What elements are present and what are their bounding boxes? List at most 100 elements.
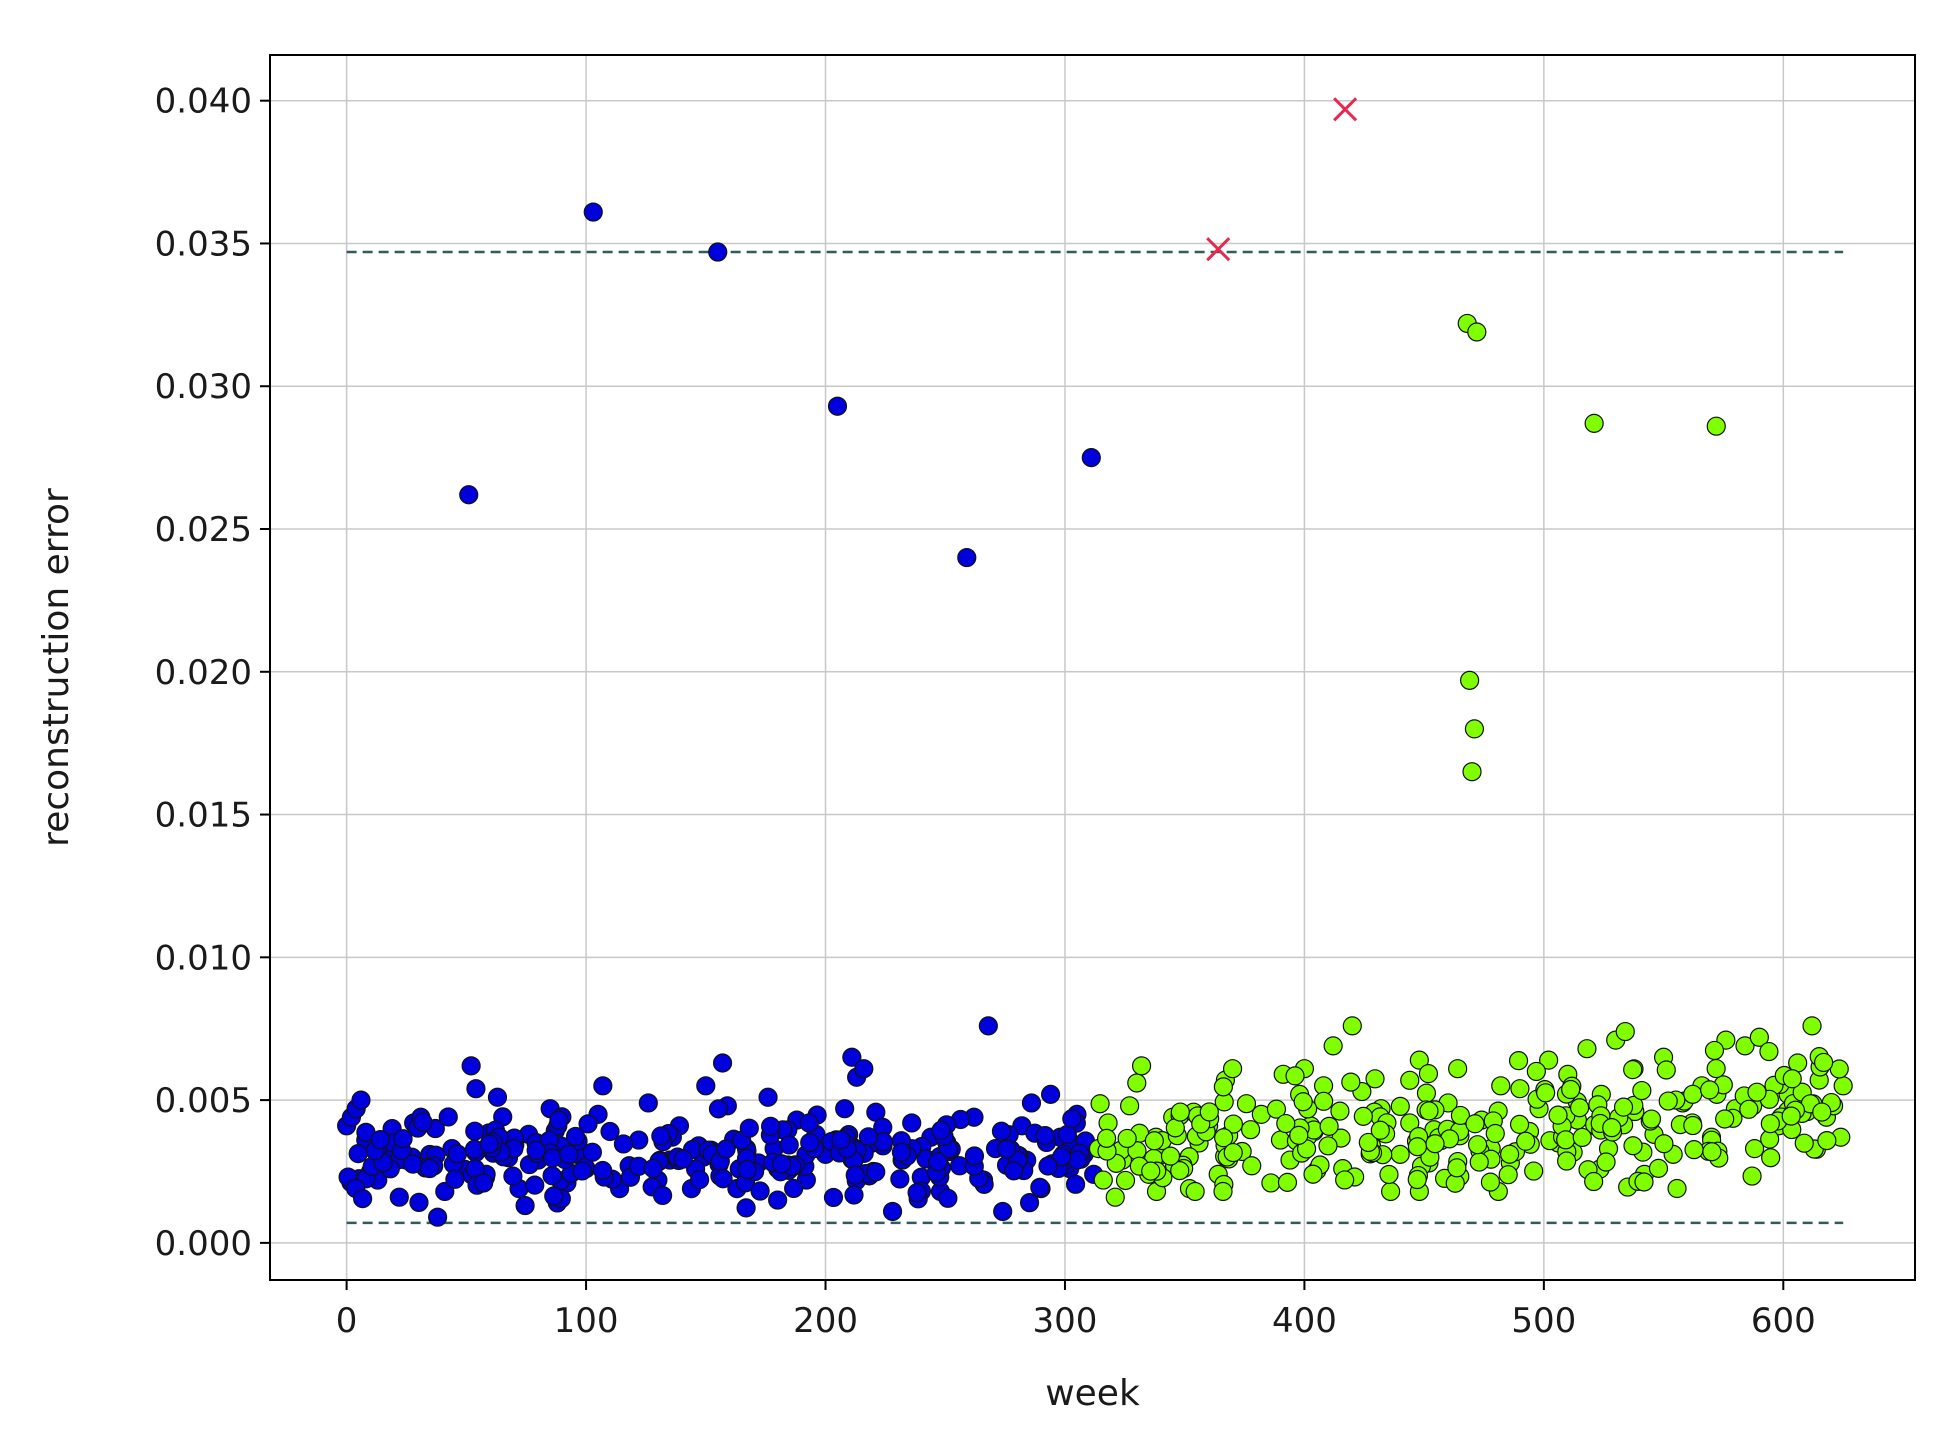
data-point bbox=[772, 1154, 792, 1174]
y-tick-label: 0.015 bbox=[155, 796, 252, 836]
data-point bbox=[1623, 1136, 1643, 1156]
data-point bbox=[1744, 1139, 1765, 1159]
data-point bbox=[827, 396, 848, 416]
data-point bbox=[1131, 1056, 1152, 1076]
data-point bbox=[1370, 1120, 1390, 1140]
data-point bbox=[1409, 1050, 1429, 1070]
data-point bbox=[1062, 1109, 1082, 1129]
data-point bbox=[1407, 1169, 1427, 1190]
data-point bbox=[1557, 1151, 1577, 1171]
data-point bbox=[1700, 1080, 1720, 1100]
data-point bbox=[348, 1144, 368, 1164]
data-point bbox=[1656, 1060, 1676, 1080]
data-point bbox=[582, 1142, 602, 1162]
data-point bbox=[1353, 1106, 1373, 1126]
data-point bbox=[1222, 1059, 1243, 1079]
data-point bbox=[613, 1134, 634, 1154]
data-point bbox=[1509, 1114, 1530, 1134]
data-point bbox=[461, 1056, 481, 1076]
data-point bbox=[890, 1169, 910, 1189]
data-point bbox=[1812, 1102, 1832, 1122]
data-point bbox=[1749, 1027, 1769, 1047]
data-point bbox=[578, 1114, 598, 1134]
data-point bbox=[1040, 1084, 1061, 1104]
data-point bbox=[1706, 1058, 1726, 1079]
data-point bbox=[1536, 1083, 1556, 1103]
data-point bbox=[1450, 1105, 1471, 1126]
data-point bbox=[866, 1162, 886, 1182]
data-point bbox=[1199, 1102, 1219, 1122]
data-point bbox=[997, 1139, 1017, 1159]
data-point bbox=[1277, 1172, 1298, 1192]
y-tick-label: 0.025 bbox=[155, 510, 252, 550]
data-point bbox=[1038, 1156, 1058, 1176]
data-point bbox=[638, 1093, 658, 1113]
data-point bbox=[1390, 1144, 1410, 1164]
data-point bbox=[784, 1178, 804, 1199]
data-point bbox=[565, 1126, 586, 1147]
data-point bbox=[1761, 1148, 1781, 1168]
data-point bbox=[1342, 1016, 1362, 1036]
data-point bbox=[1019, 1193, 1040, 1213]
x-tick-label: 100 bbox=[554, 1301, 619, 1341]
data-point bbox=[931, 1120, 951, 1140]
data-point bbox=[1093, 1170, 1113, 1190]
data-point bbox=[1261, 1173, 1281, 1193]
x-marker-stroke bbox=[1206, 237, 1231, 262]
data-point bbox=[1379, 1164, 1399, 1185]
data-point bbox=[1390, 1096, 1410, 1117]
x-tick-label: 500 bbox=[1511, 1301, 1576, 1341]
data-point bbox=[957, 547, 977, 568]
data-point bbox=[438, 1107, 458, 1127]
data-point bbox=[572, 1161, 592, 1181]
data-point bbox=[1465, 1114, 1485, 1134]
data-point bbox=[1341, 1072, 1361, 1092]
data-point bbox=[466, 1079, 486, 1099]
data-point bbox=[708, 242, 728, 262]
data-points bbox=[337, 97, 1853, 1227]
data-point bbox=[1242, 1156, 1262, 1176]
data-point bbox=[1241, 1120, 1261, 1140]
data-point bbox=[1214, 1128, 1234, 1148]
data-point bbox=[1213, 1181, 1233, 1202]
data-point bbox=[1814, 1052, 1834, 1073]
data-point bbox=[907, 1183, 927, 1203]
data-point bbox=[844, 1185, 864, 1205]
data-point bbox=[1365, 1069, 1385, 1089]
data-point bbox=[544, 1186, 564, 1206]
y-tick-label: 0.035 bbox=[155, 224, 252, 264]
data-point bbox=[882, 1201, 903, 1222]
data-point bbox=[1548, 1105, 1568, 1125]
data-point bbox=[1632, 1080, 1652, 1101]
data-point bbox=[1781, 1106, 1801, 1126]
y-tick-label: 0.020 bbox=[155, 653, 252, 693]
data-point bbox=[1702, 1142, 1722, 1162]
data-point bbox=[370, 1129, 390, 1150]
data-point bbox=[737, 1160, 757, 1180]
y-tick-label: 0.010 bbox=[155, 938, 252, 978]
data-point bbox=[1794, 1133, 1814, 1153]
data-point bbox=[1236, 1094, 1257, 1114]
data-point bbox=[758, 1087, 778, 1107]
data-point bbox=[978, 1016, 998, 1036]
axis-ticks: 0 100 200 300 400 500 600 0.000 0.005 0.010 0.015 0… bbox=[155, 82, 1816, 1341]
data-point bbox=[1491, 1076, 1511, 1096]
data-point bbox=[403, 1154, 423, 1174]
data-point bbox=[1539, 1050, 1559, 1070]
data-point bbox=[1289, 1125, 1309, 1145]
data-point bbox=[1561, 1079, 1581, 1100]
data-point bbox=[1735, 1036, 1755, 1056]
data-point bbox=[1584, 1171, 1604, 1192]
data-point bbox=[549, 1110, 569, 1130]
data-point bbox=[351, 1090, 371, 1110]
data-point bbox=[1556, 1130, 1576, 1150]
data-point bbox=[1021, 1093, 1042, 1113]
data-point bbox=[1400, 1113, 1420, 1133]
data-point bbox=[1623, 1060, 1643, 1080]
data-point bbox=[1270, 1130, 1291, 1150]
data-point bbox=[842, 1047, 862, 1067]
data-point bbox=[515, 1195, 535, 1216]
data-point bbox=[542, 1166, 562, 1186]
data-point bbox=[1739, 1099, 1759, 1119]
data-point bbox=[1833, 1076, 1853, 1096]
